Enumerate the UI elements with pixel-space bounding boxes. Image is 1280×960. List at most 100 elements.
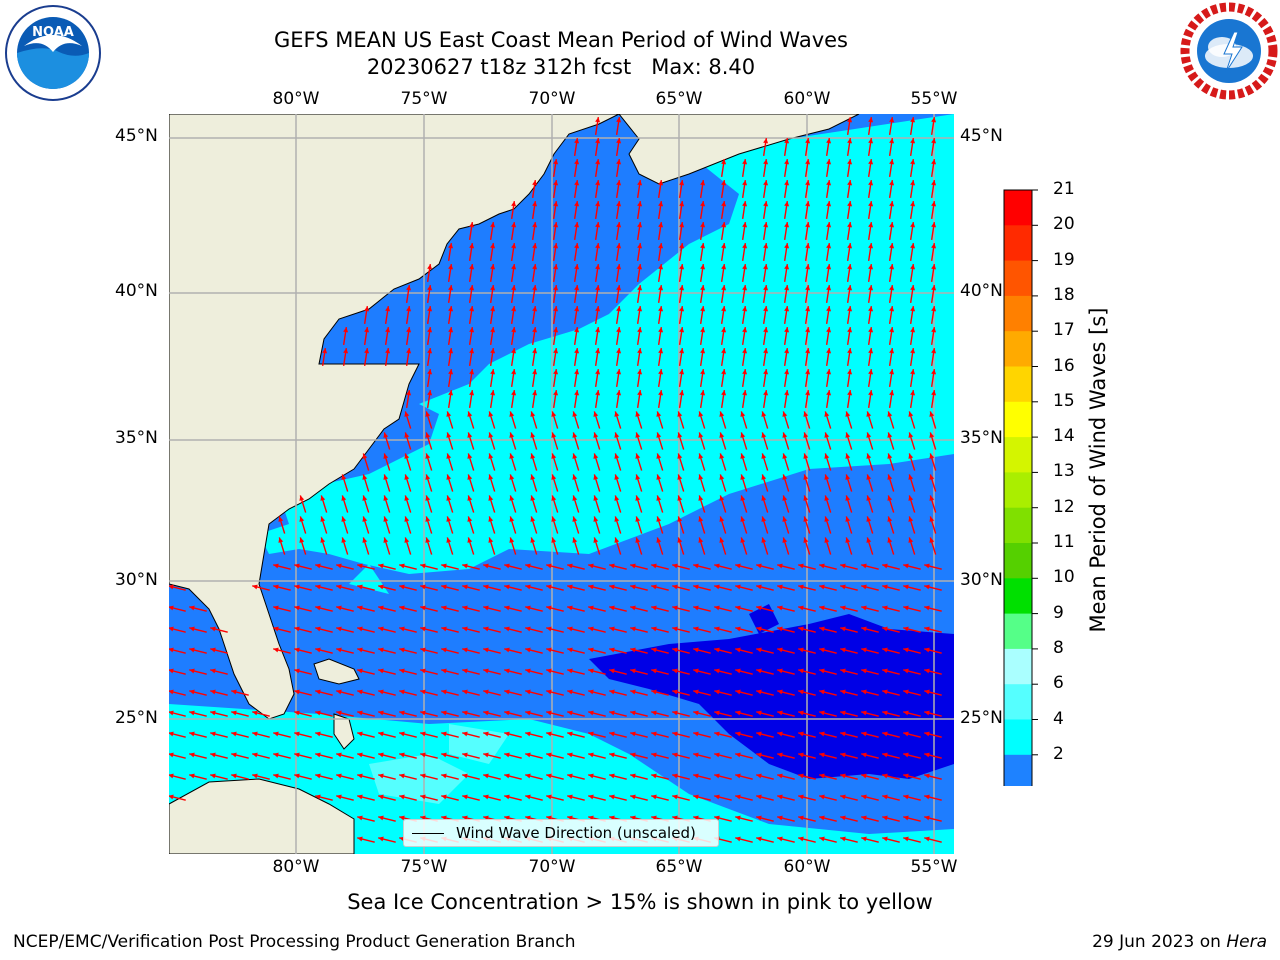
wind-wave-arrow [762, 263, 769, 283]
wind-wave-arrow [882, 689, 900, 696]
water-period-4-6 [259, 114, 954, 574]
wind-wave-arrow [636, 242, 643, 262]
wind-wave-arrow [468, 389, 475, 409]
water-period-lt2 [749, 604, 779, 634]
wind-wave-arrow [798, 815, 816, 822]
wind-wave-arrow [930, 179, 937, 199]
wind-wave-arrow [273, 605, 291, 612]
wind-wave-arrow [783, 263, 790, 283]
svg-text:NOAA: NOAA [32, 25, 74, 40]
lat-label-right: 45°N [960, 126, 1003, 146]
wind-wave-arrow [509, 495, 517, 513]
colorbar [1000, 186, 1080, 820]
wind-wave-arrow [840, 584, 858, 591]
wind-wave-arrow [615, 242, 622, 262]
wind-wave-arrow [888, 137, 895, 157]
wind-wave-arrow [357, 689, 375, 696]
wind-wave-arrow [803, 474, 811, 492]
wind-wave-arrow [866, 474, 874, 492]
wind-wave-arrow [378, 605, 396, 612]
wind-wave-arrow [341, 474, 349, 492]
wind-wave-arrow [867, 200, 874, 220]
legend-label: Wind Wave Direction (unscaled) [456, 824, 696, 842]
wind-wave-arrow [231, 710, 249, 717]
wind-wave-arrow [908, 432, 916, 450]
wind-wave-arrow [594, 221, 601, 241]
wind-wave-arrow [887, 432, 895, 450]
wind-wave-arrow [656, 516, 664, 534]
wind-wave-arrow [425, 474, 433, 492]
wind-wave-arrow [594, 284, 601, 304]
wind-wave-arrow [819, 794, 837, 801]
wind-wave-arrow [825, 179, 832, 199]
chart-title: GEFS MEAN US East Coast Mean Period of W… [274, 28, 848, 52]
wind-wave-arrow [615, 137, 622, 157]
wind-wave-arrow [698, 495, 706, 513]
colorbar-tick-label: 9 [1053, 602, 1064, 623]
wind-wave-arrow [656, 495, 664, 513]
colorbar-tick-label: 15 [1053, 390, 1075, 411]
wind-wave-arrow [441, 584, 459, 591]
wind-wave-arrow [846, 158, 853, 178]
wind-wave-arrow [573, 389, 580, 409]
wind-wave-arrow [824, 453, 832, 471]
colorbar-swatch [1004, 295, 1032, 332]
wind-wave-arrow [867, 347, 874, 367]
wind-wave-arrow [420, 689, 438, 696]
wind-wave-arrow [441, 626, 459, 633]
wind-wave-arrow [657, 368, 664, 388]
wind-wave-arrow [846, 242, 853, 262]
wind-wave-arrow [468, 326, 475, 346]
wind-wave-arrow [551, 537, 559, 555]
wind-wave-arrow [630, 794, 648, 801]
wind-wave-arrow [635, 411, 643, 429]
wind-wave-arrow [804, 137, 811, 157]
wind-wave-arrow [341, 495, 349, 513]
wind-wave-arrow [609, 605, 627, 612]
wind-wave-arrow [678, 221, 685, 241]
wind-wave-arrow [441, 605, 459, 612]
wind-wave-arrow [609, 626, 627, 633]
wind-wave-arrow [693, 647, 711, 654]
wind-wave-arrow [315, 689, 333, 696]
wind-wave-arrow [677, 516, 685, 534]
wind-wave-arrow [804, 284, 811, 304]
wind-wave-arrow [699, 284, 706, 304]
wind-wave-arrow [525, 605, 543, 612]
wind-wave-arrow [741, 368, 748, 388]
wind-wave-arrow [783, 200, 790, 220]
wind-wave-arrow [504, 605, 522, 612]
wind-wave-arrow [231, 689, 249, 696]
wind-wave-arrow [903, 836, 921, 843]
wind-wave-arrow [404, 453, 412, 471]
wind-wave-arrow [845, 516, 853, 534]
wind-wave-arrow [867, 368, 874, 388]
wind-wave-arrow [294, 647, 312, 654]
lon-label-top: 55°W [910, 89, 958, 109]
wind-wave-arrow [462, 647, 480, 654]
wind-wave-arrow [635, 474, 643, 492]
colorbar-tick-label: 8 [1053, 637, 1064, 658]
wind-wave-arrow [446, 516, 454, 534]
wind-wave-arrow [467, 411, 475, 429]
wind-wave-arrow [825, 200, 832, 220]
wind-wave-arrow [525, 773, 543, 780]
wind-wave-arrow [845, 537, 853, 555]
wind-wave-arrow [630, 689, 648, 696]
wind-wave-arrow [924, 605, 942, 612]
wind-wave-arrow [467, 537, 475, 555]
wind-wave-arrow [714, 689, 732, 696]
wind-wave-arrow [777, 647, 795, 654]
water-period-6-8 [369, 754, 469, 804]
wind-wave-arrow [720, 305, 727, 325]
land-bahamas [333, 713, 355, 750]
wind-wave-arrow [504, 689, 522, 696]
wind-wave-arrow [168, 773, 186, 780]
wind-wave-arrow [189, 710, 207, 717]
lon-label-bottom: 60°W [783, 857, 831, 877]
wind-wave-arrow [615, 116, 622, 136]
wind-wave-arrow [762, 284, 769, 304]
wind-wave-arrow [888, 389, 895, 409]
wind-wave-arrow [546, 773, 564, 780]
legend-line-swatch [412, 833, 444, 834]
